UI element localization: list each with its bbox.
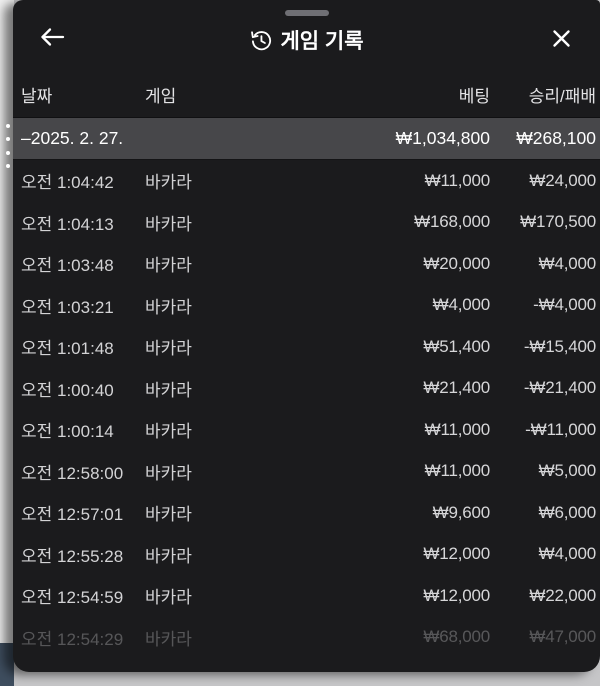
game-history-sheet: 게임 기록 날짜 게임 베팅 승리/패배 –2025. 2. 27. ₩1,03… [13, 0, 600, 672]
row-time: 오전 1:04:13 [21, 214, 114, 234]
row-winloss: ₩6,000 [538, 502, 597, 522]
row-bet: ₩68,000 [423, 627, 490, 647]
table-row: 오전 12:58:00 바카라 ₩11,000 ₩5,000 [13, 451, 600, 493]
history-row-list[interactable]: 오전 1:04:42 바카라 ₩11,000 ₩24,000 오전 1:04:13 바카라… [13, 160, 600, 672]
table-row: 오전 1:04:42 바카라 ₩11,000 ₩24,000 [13, 160, 600, 202]
row-game: 바카라 [145, 173, 192, 193]
summary-date-range: –2025. 2. 27. [21, 128, 124, 148]
row-time: 오전 1:04:42 [21, 173, 114, 193]
close-icon [551, 28, 572, 49]
summary-bet-total: ₩1,034,800 [395, 128, 490, 148]
row-bet: ₩12,000 [423, 585, 490, 605]
row-bet: ₩51,400 [423, 336, 490, 356]
table-row: 오전 1:00:14 바카라 ₩11,000 -₩11,000 [13, 409, 600, 451]
row-winloss: -₩15,400 [523, 336, 596, 356]
table-row: 오전 1:01:48 바카라 ₩51,400 -₩15,400 [13, 326, 600, 368]
row-winloss: -₩21,400 [523, 378, 596, 398]
row-time: 오전 12:57:01 [21, 505, 124, 525]
row-game: 바카라 [145, 214, 192, 234]
row-bet: ₩11,000 [424, 419, 491, 439]
row-bet: ₩168,000 [414, 212, 490, 232]
row-time: 오전 1:03:21 [21, 297, 114, 317]
table-row: 오전 1:04:13 바카라 ₩168,000 ₩170,500 [13, 202, 600, 244]
edge-dot [6, 164, 10, 168]
table-row: 오전 12:55:28 바카라 ₩12,000 ₩4,000 [13, 534, 600, 576]
row-game: 바카라 [145, 546, 192, 566]
row-winloss: ₩170,500 [520, 212, 596, 232]
row-game: 바카라 [145, 588, 192, 608]
column-header-date: 날짜 [21, 87, 53, 106]
row-bet: ₩11,000 [424, 170, 491, 190]
edge-dot [6, 124, 10, 128]
row-winloss: ₩4,000 [538, 253, 597, 273]
table-row: 오전 12:54:29 바카라 ₩68,000 ₩47,000 [13, 617, 600, 659]
row-bet: ₩21,400 [423, 378, 490, 398]
back-button[interactable] [35, 22, 69, 52]
page-title-text: 게임 기록 [280, 30, 364, 54]
column-header-game: 게임 [145, 87, 177, 106]
row-bet: ₩4,000 [432, 295, 491, 315]
table-row: 오전 1:00:40 바카라 ₩21,400 -₩21,400 [13, 368, 600, 410]
row-game: 바카라 [145, 422, 192, 442]
column-header-bet: 베팅 [458, 87, 490, 106]
row-game: 바카라 [145, 339, 192, 359]
column-header-row: 날짜 게임 베팅 승리/패배 [13, 62, 600, 118]
row-winloss: ₩22,000 [529, 585, 596, 605]
table-row: 오전 12:54:59 바카라 ₩12,000 ₩22,000 [13, 575, 600, 617]
summary-row[interactable]: –2025. 2. 27. ₩1,034,800 ₩268,100 [13, 118, 600, 160]
row-time: 오전 12:55:28 [21, 546, 124, 566]
title-bar: 게임 기록 [13, 16, 600, 62]
row-winloss: ₩47,000 [529, 627, 596, 647]
edge-dot [6, 151, 10, 155]
sheet-drag-handle[interactable] [284, 10, 329, 16]
row-game: 바카라 [145, 629, 192, 649]
row-winloss: -₩4,000 [533, 295, 596, 315]
table-row: 오전 12:57:01 바카라 ₩9,600 ₩6,000 [13, 492, 600, 534]
row-winloss: ₩24,000 [529, 170, 596, 190]
row-bet: ₩9,600 [432, 502, 491, 522]
history-icon [249, 29, 272, 52]
arrow-left-icon [39, 26, 65, 48]
row-time: 오전 12:54:29 [21, 629, 124, 649]
row-game: 바카라 [145, 380, 192, 400]
row-time: 오전 12:54:59 [21, 588, 124, 608]
summary-winloss-total: ₩268,100 [516, 128, 596, 148]
row-game: 바카라 [145, 505, 192, 525]
row-time: 오전 1:01:48 [21, 339, 114, 359]
row-winloss: ₩5,000 [538, 461, 597, 481]
row-time: 오전 1:03:48 [21, 256, 114, 276]
row-bet: ₩12,000 [423, 544, 490, 564]
row-game: 바카라 [145, 463, 192, 483]
table-row: 오전 1:03:48 바카라 ₩20,000 ₩4,000 [13, 243, 600, 285]
table-row: 오전 1:03:21 바카라 ₩4,000 -₩4,000 [13, 285, 600, 327]
row-time: 오전 1:00:14 [21, 422, 114, 442]
row-winloss: ₩4,000 [538, 544, 597, 564]
edge-dot [6, 137, 10, 141]
row-time: 오전 1:00:40 [21, 380, 114, 400]
row-game: 바카라 [145, 297, 192, 317]
row-bet: ₩11,000 [424, 461, 491, 481]
page-title: 게임 기록 [249, 25, 364, 55]
row-bet: ₩20,000 [423, 253, 490, 273]
row-winloss: -₩11,000 [525, 419, 596, 439]
background-page-bottom-element [0, 643, 14, 686]
background-page-edge [0, 0, 14, 646]
close-button[interactable] [547, 24, 576, 53]
row-game: 바카라 [145, 256, 192, 276]
row-time: 오전 12:58:00 [21, 463, 124, 483]
column-header-winloss: 승리/패배 [528, 87, 596, 106]
